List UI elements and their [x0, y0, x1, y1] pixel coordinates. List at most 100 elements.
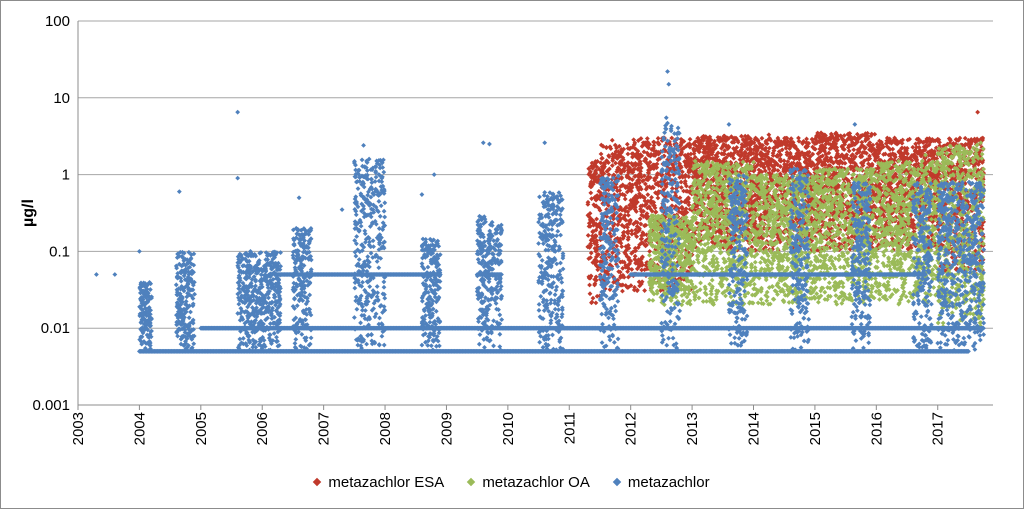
metazachlor-esa-point [619, 259, 625, 265]
metazachlor-esa-point [653, 209, 659, 215]
metazachlor-esa-point [647, 159, 653, 165]
metazachlor-esa-point [622, 196, 628, 202]
metazachlor-esa-point [593, 248, 599, 254]
metazachlor-esa-point [607, 144, 613, 150]
metazachlor-esa-point [588, 169, 593, 175]
metazachlor-esa-point [622, 208, 628, 214]
metazachlor-esa-point [604, 214, 610, 219]
metazachlor-esa-point [623, 204, 629, 210]
metazachlor-esa-point [619, 149, 625, 154]
metazachlor-esa-point [606, 172, 612, 178]
metazachlor-esa-point [590, 228, 596, 234]
metazachlor-esa-point [637, 216, 643, 222]
metazachlor-esa-point [649, 194, 654, 200]
metazachlor-esa-point [642, 181, 648, 187]
metazachlor-esa-point [607, 287, 613, 293]
metazachlor-esa-point [592, 241, 598, 246]
metazachlor-esa-point [593, 300, 599, 306]
metazachlor-esa-point [591, 202, 597, 208]
metazachlor-esa-point [623, 251, 629, 257]
metazachlor-esa-point [649, 208, 655, 214]
metazachlor-esa-point [615, 152, 621, 158]
metazachlor-esa-point [620, 265, 626, 271]
metazachlor-esa-point [638, 136, 644, 141]
metazachlor-esa-point [614, 175, 620, 181]
metazachlor-esa-point [589, 160, 595, 166]
metazachlor-esa-point [609, 137, 615, 143]
metazachlor-esa-point [626, 245, 632, 251]
metazachlor-esa-point [634, 288, 640, 294]
metazachlor-esa-point [637, 283, 643, 289]
metazachlor-esa-point [687, 136, 693, 142]
metazachlor-esa-point [627, 146, 633, 152]
metazachlor-esa-point [687, 144, 693, 150]
metazachlor-esa-point [630, 154, 635, 160]
metazachlor-esa-point [618, 275, 623, 280]
metazachlor-esa-point [592, 233, 598, 239]
metazachlor-esa-point [641, 208, 646, 214]
metazachlor-esa-point [590, 295, 596, 301]
metazachlor-esa-point [645, 142, 651, 147]
metazachlor-esa-point [621, 274, 627, 280]
metazachlor-esa-point [587, 210, 593, 216]
metazachlor-esa-point [587, 282, 592, 288]
metazachlor-esa-point [626, 187, 632, 193]
metazachlor-esa-point [599, 164, 605, 170]
metazachlor-esa-point [589, 196, 595, 202]
metazachlor-esa-point [620, 288, 625, 294]
metazachlor-esa-point [586, 214, 592, 220]
metazachlor-esa-point [604, 144, 609, 150]
metazachlor-esa-point [627, 219, 633, 225]
metazachlor-esa-point [601, 170, 607, 176]
metazachlor-esa-point [603, 187, 609, 193]
metazachlor-esa-point [586, 243, 591, 249]
metazachlor-esa-point [592, 169, 598, 175]
metazachlor-esa-point [625, 212, 631, 218]
metazachlor-esa-point [620, 236, 626, 241]
metazachlor-esa-point [617, 192, 623, 197]
metazachlor-esa-point [585, 233, 591, 238]
metazachlor-esa-point [586, 256, 592, 262]
metazachlor-esa-point [615, 165, 621, 170]
metazachlor-esa-point [628, 283, 634, 288]
metazachlor-esa-point [610, 151, 615, 157]
metazachlor-esa-point [585, 199, 591, 205]
metazachlor-esa-point [594, 159, 599, 165]
metazachlor-esa-point [611, 216, 616, 222]
metazachlor-esa-point [604, 248, 610, 254]
metazachlor-esa-point [625, 229, 630, 235]
metazachlor-esa-point [623, 247, 629, 253]
metazachlor-esa-point [638, 236, 644, 242]
metazachlor-esa-point [632, 253, 638, 259]
metazachlor-esa-point [594, 216, 600, 222]
metazachlor-esa-point [629, 231, 635, 237]
metazachlor-esa-point [638, 206, 643, 212]
metazachlor-esa-point [624, 222, 630, 228]
metazachlor-esa-point [623, 217, 629, 223]
metazachlor-esa-point [625, 151, 631, 157]
metazachlor-esa-point [622, 192, 628, 198]
metazachlor-esa-point [588, 190, 594, 196]
metazachlor-esa-point [678, 185, 684, 190]
metazachlor-esa-point [851, 147, 857, 153]
metazachlor-esa-point [597, 207, 603, 213]
metazachlor-esa-point [975, 109, 981, 115]
metazachlor-esa-point [846, 148, 852, 154]
metazachlor-esa-point [606, 154, 612, 160]
metazachlor-esa-point [594, 258, 600, 264]
metazachlor-esa-point [688, 151, 694, 157]
metazachlor-esa-point [598, 160, 604, 166]
metazachlor-esa-point [588, 163, 594, 169]
metazachlor-esa-point [644, 136, 650, 141]
metazachlor-esa-point [611, 212, 617, 218]
metazachlor-esa-point [594, 224, 600, 230]
metazachlor-esa-point [598, 151, 604, 157]
metazachlor-esa-point [598, 190, 604, 196]
metazachlor-esa-point [645, 170, 651, 176]
metazachlor-esa-point [624, 174, 630, 180]
metazachlor-esa-point [590, 260, 596, 265]
metazachlor-esa-point [605, 168, 611, 173]
metazachlor-esa-point [616, 269, 622, 275]
metazachlor-esa-point [588, 216, 594, 222]
metazachlor-esa-point [609, 163, 615, 168]
